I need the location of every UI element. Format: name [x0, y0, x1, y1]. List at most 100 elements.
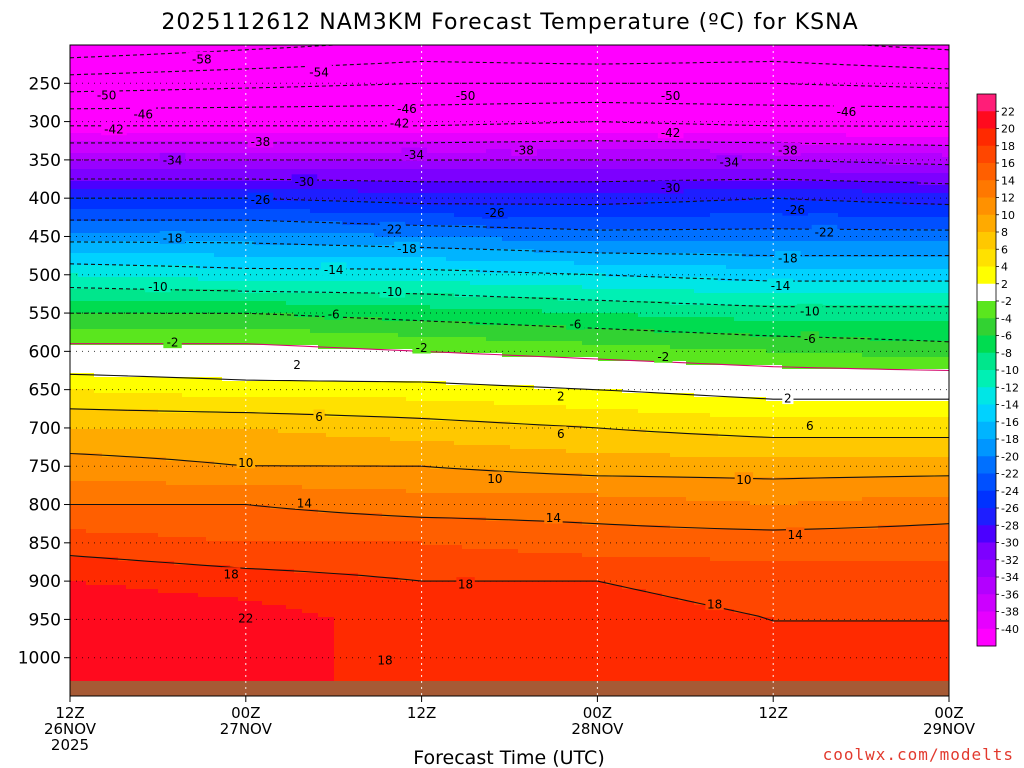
temperature-cell	[286, 541, 295, 546]
temperature-cell	[206, 85, 215, 90]
temperature-cell	[190, 369, 199, 374]
temperature-cell	[126, 509, 135, 514]
temperature-cell	[174, 433, 183, 438]
temperature-cell	[246, 481, 255, 486]
temperature-cell	[238, 133, 247, 138]
temperature-cell	[118, 165, 127, 170]
temperature-cell	[134, 401, 143, 406]
temperature-cell	[174, 645, 183, 650]
temperature-cell	[94, 121, 103, 126]
temperature-cell	[110, 173, 119, 178]
temperature-cell	[230, 73, 239, 78]
temperature-cell	[126, 581, 135, 586]
temperature-cell	[142, 477, 151, 482]
temperature-cell	[310, 309, 319, 314]
temperature-cell	[206, 409, 215, 414]
temperature-cell	[214, 637, 223, 642]
temperature-cell	[174, 545, 183, 550]
temperature-cell	[278, 309, 287, 314]
temperature-cell	[78, 237, 87, 242]
temperature-cell	[222, 217, 231, 222]
temperature-cell	[182, 125, 191, 130]
temperature-cell	[126, 213, 135, 218]
temperature-cell	[174, 473, 183, 478]
temperature-cell	[214, 245, 223, 250]
temperature-cell	[102, 149, 111, 154]
temperature-cell	[190, 325, 199, 330]
temperature-cell	[238, 337, 247, 342]
temperature-cell	[142, 673, 151, 678]
temperature-cell	[254, 409, 263, 414]
temperature-cell	[206, 225, 215, 230]
temperature-cell	[222, 89, 231, 94]
temperature-cell	[270, 461, 279, 466]
temperature-cell	[182, 337, 191, 342]
temperature-cell	[134, 541, 143, 546]
temperature-cell	[230, 281, 239, 286]
temperature-cell	[278, 221, 287, 226]
temperature-cell	[134, 453, 143, 458]
temperature-cell	[78, 605, 87, 610]
temperature-cell	[110, 281, 119, 286]
temperature-cell	[222, 553, 231, 558]
temperature-cell	[198, 445, 207, 450]
temperature-cell	[294, 109, 303, 114]
temperature-cell	[158, 425, 167, 430]
temperature-cell	[254, 405, 263, 410]
temperature-cell	[190, 653, 199, 658]
temperature-cell	[142, 189, 151, 194]
temperature-cell	[174, 149, 183, 154]
temperature-cell	[110, 137, 119, 142]
temperature-cell	[222, 345, 231, 350]
temperature-cell	[94, 525, 103, 530]
temperature-cell	[246, 373, 255, 378]
temperature-cell	[262, 269, 271, 274]
temperature-cell	[302, 285, 311, 290]
temperature-cell	[294, 377, 303, 382]
temperature-cell	[278, 453, 287, 458]
temperature-cell	[118, 609, 127, 614]
temperature-cell	[270, 489, 279, 494]
temperature-cell	[198, 529, 207, 534]
temperature-cell	[166, 49, 175, 54]
temperature-cell	[158, 397, 167, 402]
temperature-cell	[94, 389, 103, 394]
temperature-cell	[254, 621, 263, 626]
temperature-cell	[190, 513, 199, 518]
temperature-cell	[206, 653, 215, 658]
temperature-cell	[222, 597, 231, 602]
temperature-cell	[222, 661, 231, 666]
temperature-cell	[206, 553, 215, 558]
temperature-cell	[270, 301, 279, 306]
temperature-cell	[94, 201, 103, 206]
temperature-cell	[286, 285, 295, 290]
temperature-cell	[286, 229, 295, 234]
temperature-cell	[134, 637, 143, 642]
temperature-cell	[294, 369, 303, 374]
temperature-cell	[198, 569, 207, 574]
temperature-cell	[150, 545, 159, 550]
temperature-cell	[150, 225, 159, 230]
temperature-cell	[254, 521, 263, 526]
temperature-cell	[262, 649, 271, 654]
temperature-cell	[182, 325, 191, 330]
temperature-cell	[78, 229, 87, 234]
temperature-cell	[246, 325, 255, 330]
temperature-cell	[246, 189, 255, 194]
temperature-cell	[102, 637, 111, 642]
temperature-cell	[126, 673, 135, 678]
temperature-cell	[102, 253, 111, 258]
temperature-cell	[278, 673, 287, 678]
temperature-cell	[214, 257, 223, 262]
temperature-cell	[246, 505, 255, 510]
temperature-cell	[214, 185, 223, 190]
temperature-cell	[238, 441, 247, 446]
temperature-cell	[254, 565, 263, 570]
temperature-cell	[246, 125, 255, 130]
temperature-cell	[182, 57, 191, 62]
temperature-cell	[150, 309, 159, 314]
temperature-cell	[230, 285, 239, 290]
temperature-cell	[254, 389, 263, 394]
temperature-cell	[294, 509, 303, 514]
temperature-cell	[294, 609, 303, 614]
